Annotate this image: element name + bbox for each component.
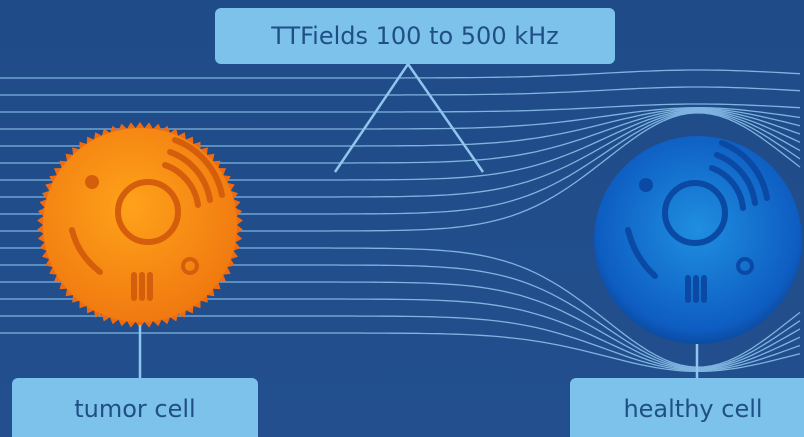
tumor-dot — [85, 175, 99, 189]
title-label: TTFields 100 to 500 kHz — [270, 22, 559, 50]
title-box — [215, 8, 615, 64]
healthy-dot — [639, 178, 653, 192]
field-line — [0, 86, 801, 96]
healthy-organelles — [625, 140, 770, 303]
healthy-label: healthy cell — [623, 395, 762, 423]
healthy-cell — [594, 136, 802, 344]
tumor-organelles — [69, 137, 225, 301]
field-line — [0, 103, 801, 113]
field-line — [0, 332, 801, 373]
tumor-cell — [37, 122, 243, 328]
tumor-label: tumor cell — [74, 395, 195, 423]
healthy-box — [570, 378, 804, 437]
tumor-box — [12, 378, 258, 437]
